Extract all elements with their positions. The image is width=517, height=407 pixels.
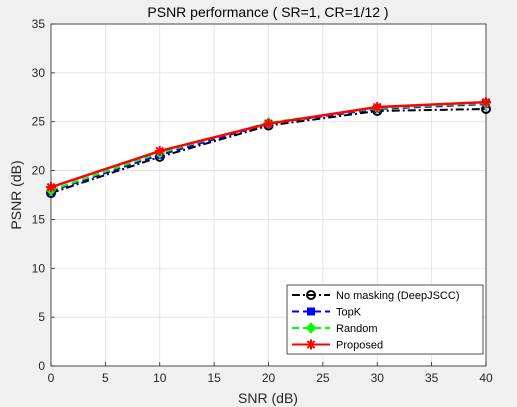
x-tick-label: 15 — [207, 371, 221, 385]
data-point-star — [46, 182, 56, 193]
y-tick-label: 10 — [32, 261, 46, 275]
legend-entry: Random — [292, 322, 378, 335]
data-point-star — [372, 102, 383, 113]
x-tick-label: 5 — [102, 371, 109, 385]
x-tick-label: 25 — [316, 371, 330, 385]
x-tick-label: 30 — [371, 371, 385, 385]
y-tick-label: 0 — [38, 359, 45, 373]
x-axis-label: SNR (dB) — [238, 390, 298, 406]
axis-ticks: 0 5 10 15 20 25 30 35 40 0 5 10 15 20 25 30 35 — [32, 17, 493, 385]
data-point-star — [481, 97, 491, 108]
y-tick-label: 30 — [32, 66, 46, 80]
legend-entry: TopK — [292, 307, 362, 319]
y-tick-label: 35 — [32, 17, 46, 31]
x-tick-label: 0 — [48, 371, 55, 385]
legend: No masking (DeepJSCC) TopK Random Proposed — [286, 284, 484, 355]
legend-label: No masking (DeepJSCC) — [336, 290, 459, 302]
data-point-star — [154, 146, 165, 157]
x-tick-label: 10 — [153, 371, 167, 385]
legend-label: TopK — [336, 307, 362, 319]
data-point-diamond — [305, 322, 317, 334]
legend-label: Random — [336, 323, 378, 335]
x-tick-label: 40 — [479, 371, 493, 385]
y-axis-label: PSNR (dB) — [8, 160, 24, 229]
data-point-circle — [306, 290, 316, 300]
legend-box — [286, 284, 484, 355]
series-group — [45, 97, 492, 199]
legend-entry: Proposed — [292, 339, 383, 352]
x-tick-label: 20 — [262, 371, 276, 385]
legend-entry: No masking (DeepJSCC) — [292, 290, 459, 302]
series-proposed — [46, 97, 491, 193]
data-point-star — [306, 339, 316, 350]
y-tick-label: 15 — [32, 212, 46, 226]
legend-label: Proposed — [336, 340, 383, 352]
data-point-square — [307, 307, 315, 316]
data-point-star — [263, 118, 274, 129]
y-tick-label: 5 — [38, 310, 45, 324]
x-tick-label: 35 — [425, 371, 439, 385]
y-tick-label: 20 — [32, 164, 46, 178]
y-tick-label: 25 — [32, 115, 46, 129]
chart-title: PSNR performance ( SR=1, CR=1/12 ) — [147, 4, 388, 20]
